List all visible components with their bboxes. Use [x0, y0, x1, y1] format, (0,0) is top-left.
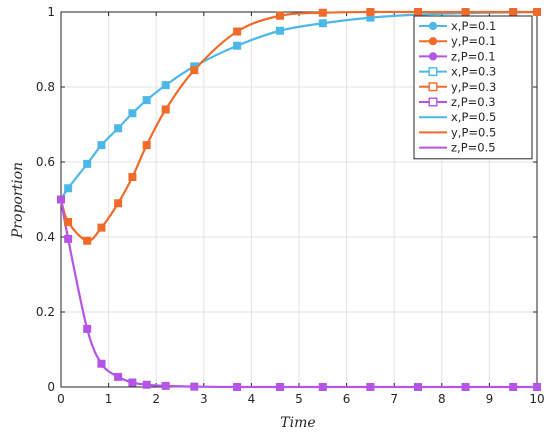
- series-2-point: [366, 383, 375, 391]
- series-1-point: [83, 236, 92, 245]
- x-tick-label: 0: [57, 392, 65, 406]
- series-0-point: [142, 96, 151, 105]
- legend-label: y,P=0.5: [451, 125, 496, 139]
- x-axis-label: Time: [280, 415, 315, 431]
- series-2-point: [97, 359, 106, 368]
- legend-label: y,P=0.1: [451, 34, 496, 48]
- series-2-point: [414, 383, 422, 391]
- x-tick-label: 10: [529, 392, 544, 406]
- series-1-point: [233, 27, 242, 36]
- legend-marker-square: [428, 67, 438, 77]
- series-0-point: [318, 19, 327, 28]
- series-1-point: [190, 66, 199, 75]
- series-1-point: [366, 8, 375, 16]
- tick-labels: 0 1 2 3 4 5 6 7 8 9 10 0 0.2 0.4 0.6 0.8 1: [36, 5, 545, 406]
- series-0-point: [97, 141, 106, 150]
- series-0-point: [161, 81, 170, 90]
- series-2-point: [318, 383, 327, 391]
- x-tick-label: 6: [343, 392, 351, 406]
- series-2-point: [533, 383, 541, 391]
- y-tick-label: 0: [47, 380, 55, 394]
- legend: x,P=0.1y,P=0.1z,P=0.1x,P=0.3y,P=0.3z,P=0…: [413, 15, 533, 160]
- series-1-point: [275, 11, 284, 20]
- x-tick-label: 9: [486, 392, 494, 406]
- series-1-point: [64, 218, 73, 226]
- legend-marker-circle: [428, 52, 438, 61]
- x-tick-label: 8: [438, 392, 446, 406]
- series-2-point: [142, 380, 151, 389]
- legend-marker-square: [428, 97, 438, 107]
- x-tick-label: 1: [105, 392, 113, 406]
- series-1-point: [128, 173, 137, 181]
- series-1-point: [414, 8, 422, 16]
- legend-label: z,P=0.3: [451, 95, 496, 109]
- series-2-point: [128, 378, 137, 387]
- series-1-point: [161, 105, 170, 114]
- legend-marker-circle: [428, 21, 438, 31]
- y-axis-label: Proportion: [10, 162, 26, 239]
- legend-label: z,P=0.1: [451, 49, 496, 63]
- y-tick-label: 0.2: [36, 305, 55, 319]
- series-1-point: [533, 8, 541, 16]
- series-1-point: [461, 8, 470, 16]
- x-tick-label: 7: [390, 392, 398, 406]
- series-2-point: [83, 324, 92, 333]
- series-1-point: [509, 8, 518, 16]
- legend-label: z,P=0.5: [451, 141, 496, 155]
- series-2-point: [57, 195, 65, 204]
- series-0-point: [64, 184, 73, 193]
- series-2-point: [190, 382, 199, 391]
- series-2-point: [275, 383, 284, 391]
- y-tick-label: 0.4: [36, 230, 55, 244]
- series-2-point: [161, 381, 170, 390]
- x-tick-label: 3: [200, 392, 208, 406]
- series-2-point: [509, 383, 518, 391]
- legend-marker-square: [428, 82, 438, 92]
- legend-label: x,P=0.5: [451, 110, 496, 124]
- series-0-point: [128, 109, 137, 118]
- series-0-point: [83, 159, 92, 168]
- x-tick-label: 4: [248, 392, 256, 406]
- series-2-point: [114, 372, 123, 381]
- series-2-point: [461, 383, 470, 391]
- series-1-point: [142, 141, 151, 150]
- y-tick-label: 0.8: [36, 80, 55, 94]
- series-0-point: [275, 26, 284, 35]
- y-tick-label: 1: [47, 5, 55, 19]
- series-1-point: [318, 8, 327, 17]
- legend-label: x,P=0.3: [451, 65, 496, 79]
- legend-label: y,P=0.3: [451, 80, 496, 94]
- legend-marker-circle: [428, 37, 438, 46]
- y-tick-label: 0.6: [36, 155, 55, 169]
- series-2-point: [233, 383, 242, 391]
- series: [57, 8, 541, 391]
- series-2-point: [64, 234, 73, 243]
- legend-label: x,P=0.1: [451, 19, 496, 33]
- series-1-point: [97, 223, 106, 232]
- series-0-point: [233, 41, 242, 50]
- series-0-point: [114, 124, 123, 133]
- x-tick-label: 5: [295, 392, 303, 406]
- series-1-point: [114, 199, 123, 208]
- x-tick-label: 2: [152, 392, 160, 406]
